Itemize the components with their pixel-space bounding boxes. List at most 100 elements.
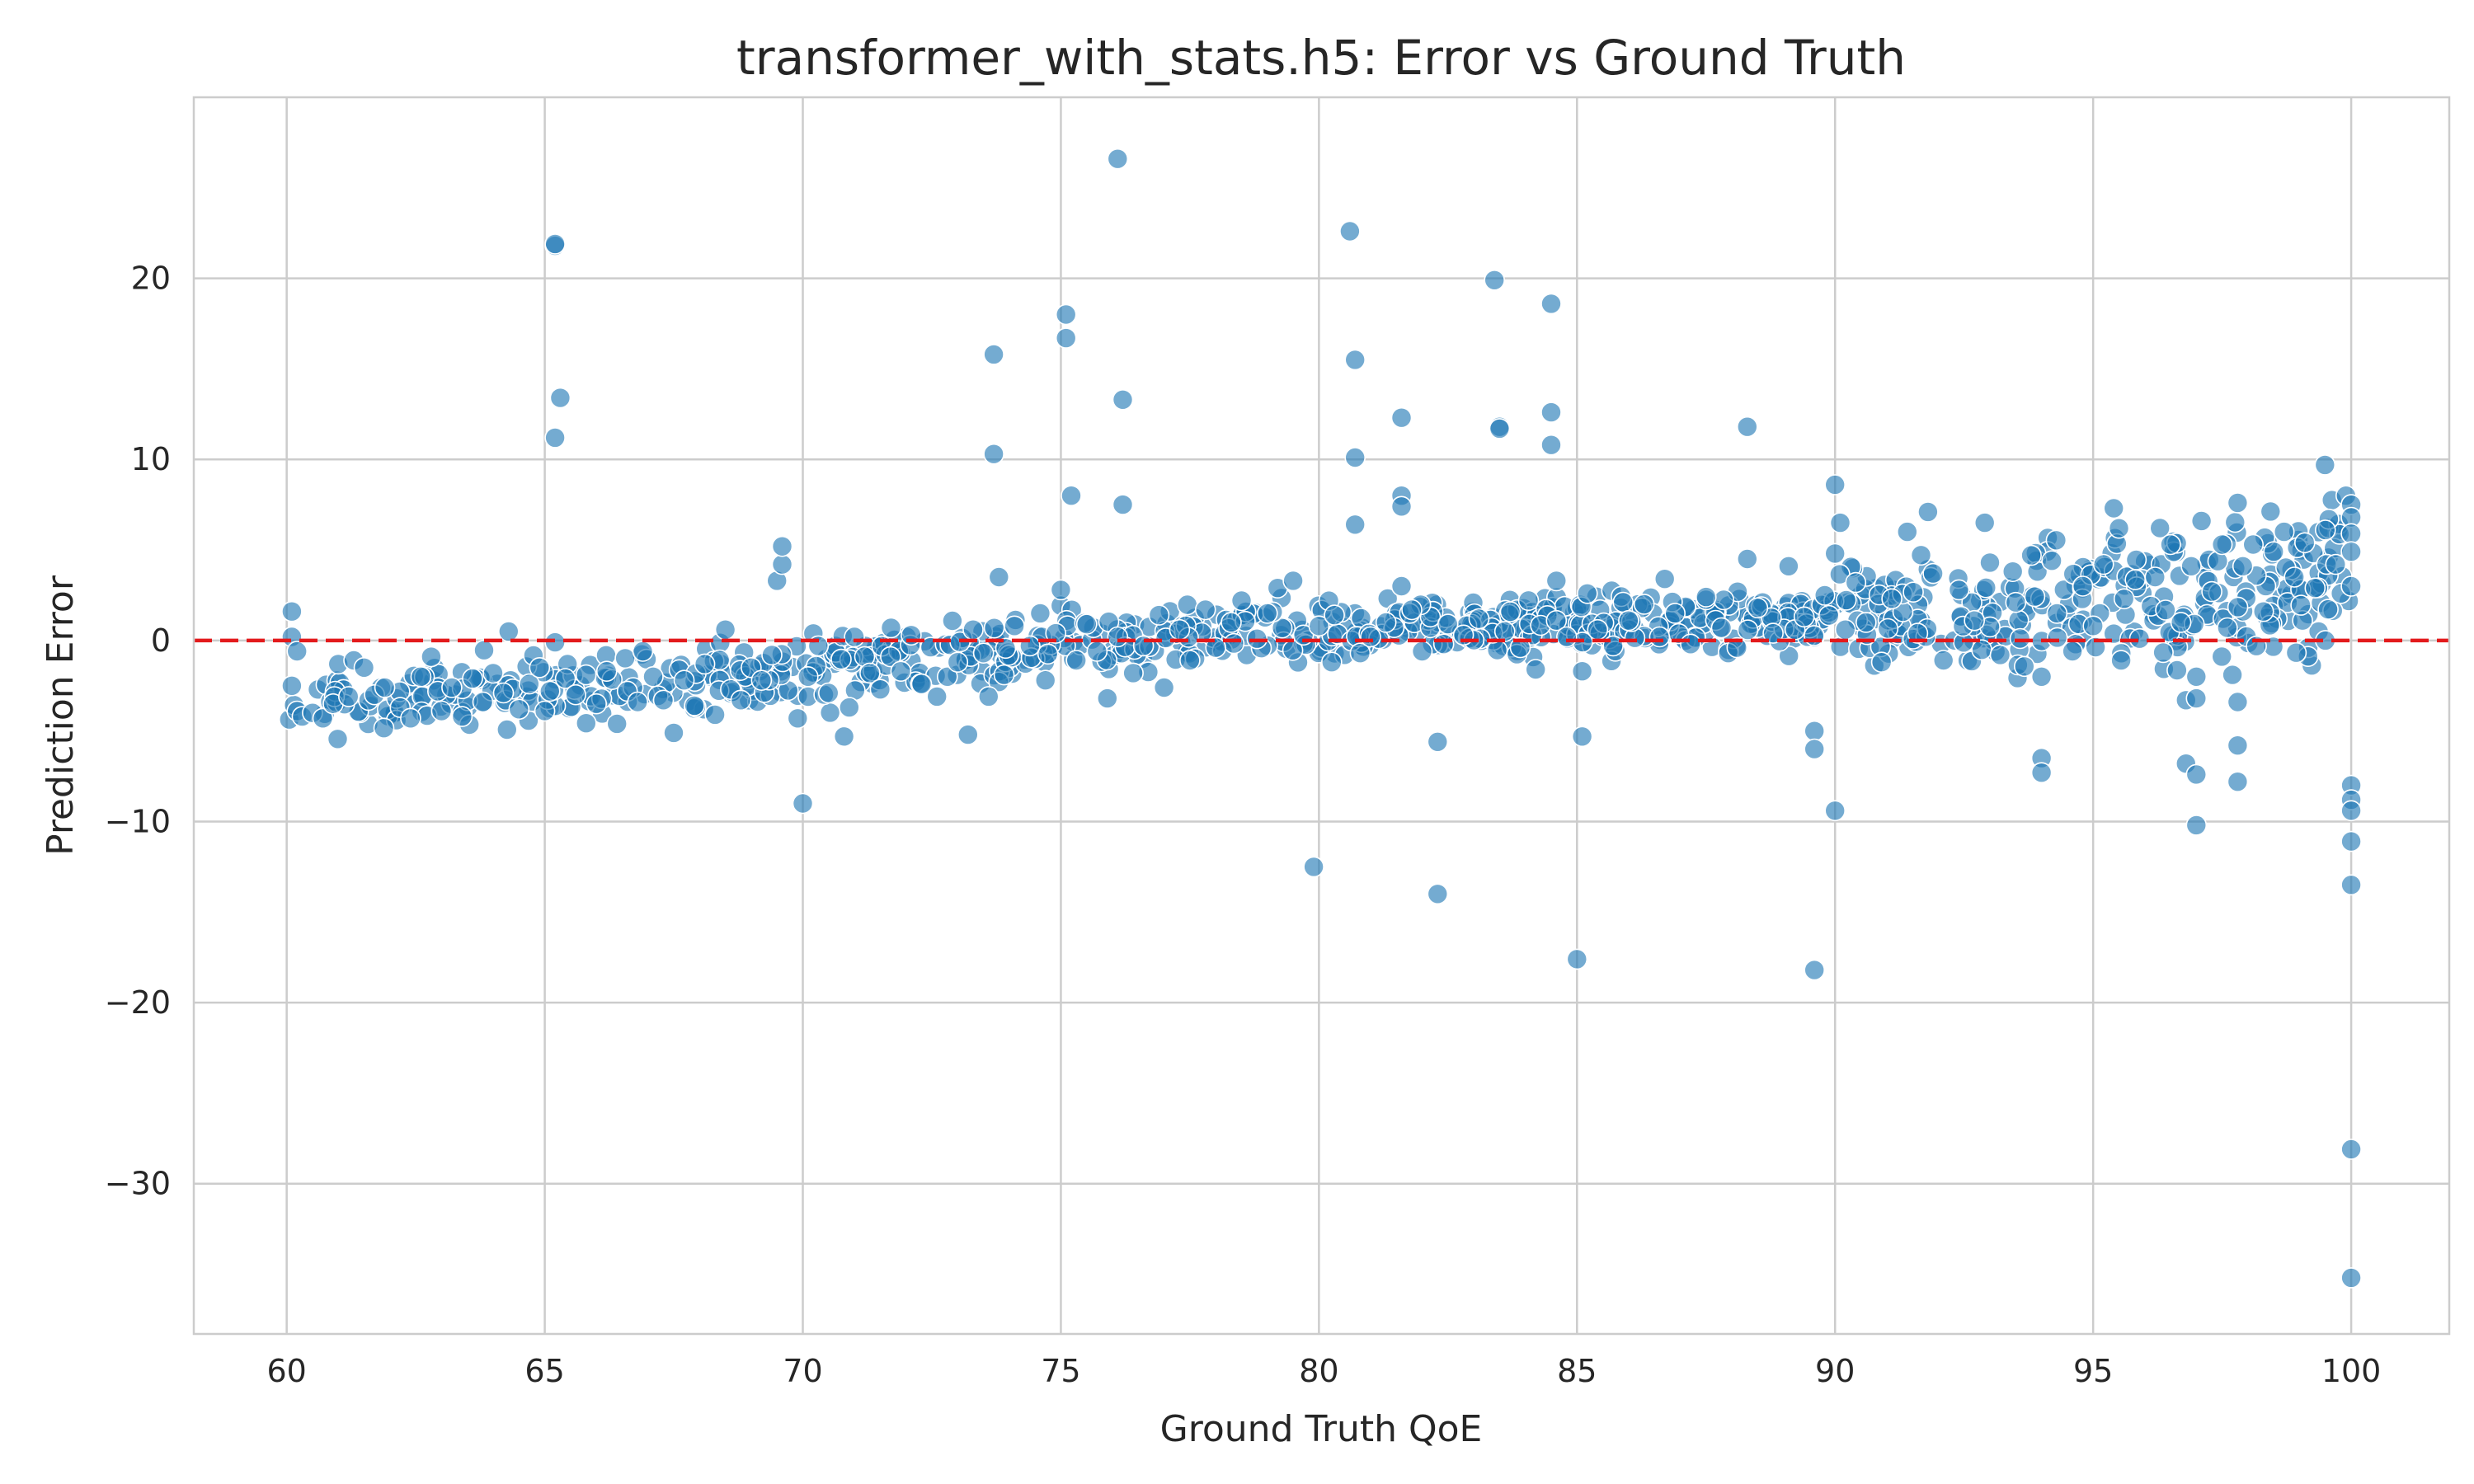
data-point (473, 639, 495, 661)
data-point (1818, 604, 1840, 627)
data-point (2340, 523, 2362, 545)
data-point (400, 707, 421, 730)
data-point (2045, 529, 2067, 552)
data-point (565, 683, 586, 706)
data-point (1835, 589, 1857, 611)
data-point (1525, 659, 1546, 680)
x-tick-label: 100 (2321, 1353, 2382, 1389)
y-tick-label: −10 (105, 803, 171, 839)
data-point (2263, 541, 2284, 563)
data-point (2211, 646, 2232, 668)
data-point (1375, 612, 1397, 633)
data-point (2149, 517, 2171, 539)
data-point (1360, 626, 1381, 648)
data-point (1499, 601, 1522, 622)
data-point (797, 665, 819, 688)
data-point (1194, 599, 1216, 621)
data-point (1979, 552, 2001, 574)
data-point (787, 707, 809, 730)
data-point (1205, 636, 1226, 659)
data-point (761, 644, 783, 666)
data-point (1540, 293, 1562, 315)
data-point (2072, 575, 2094, 597)
data-point (1778, 555, 1799, 577)
y-tick-labels: −30 −20 −10 0 10 20 (105, 261, 171, 1202)
data-point (2124, 569, 2146, 590)
data-point (750, 669, 773, 692)
x-tick-label: 70 (783, 1353, 822, 1389)
data-point (614, 647, 636, 669)
y-tick-label: 0 (151, 622, 171, 659)
data-point (663, 722, 684, 744)
data-point (1571, 660, 1593, 683)
data-point (2224, 511, 2246, 533)
data-point (1540, 402, 1562, 423)
data-point (684, 695, 705, 716)
data-point (2108, 517, 2130, 539)
x-tick-labels: 60 65 70 75 80 85 90 95 100 (266, 1353, 2381, 1389)
data-point (430, 700, 453, 722)
data-point (1055, 327, 1077, 349)
data-point (1489, 418, 1511, 439)
data-point (482, 662, 504, 684)
data-point (2020, 544, 2042, 566)
data-point (1401, 599, 1423, 621)
data-point (1824, 474, 1846, 495)
data-point (1618, 609, 1639, 632)
data-point (1973, 512, 1996, 533)
data-point (869, 679, 891, 701)
data-point (880, 617, 902, 639)
data-point (942, 610, 963, 632)
data-point (1804, 959, 1825, 981)
y-axis-label: Prediction Error (40, 575, 82, 856)
data-point (1303, 856, 1324, 878)
data-point (1881, 588, 1903, 610)
data-point (549, 387, 571, 409)
data-point (496, 719, 518, 740)
data-point (1029, 603, 1051, 624)
y-tick-label: −30 (105, 1166, 171, 1202)
data-point (2170, 612, 2192, 633)
y-tick-label: 10 (131, 441, 171, 477)
data-point (472, 691, 494, 713)
data-point (642, 665, 664, 688)
data-point (1566, 948, 1588, 970)
data-point (1390, 495, 1413, 518)
data-point (1050, 579, 1072, 601)
data-point (1577, 582, 1598, 604)
data-point (1037, 643, 1059, 665)
data-point (1813, 585, 1836, 606)
data-point (337, 686, 360, 707)
data-point (544, 427, 566, 448)
data-point (1829, 512, 1851, 533)
data-point (1223, 632, 1245, 655)
data-point (1339, 220, 1361, 242)
data-point (1545, 570, 1568, 592)
data-point (353, 656, 375, 679)
data-point (1633, 594, 1655, 615)
data-point (983, 617, 1005, 639)
data-point (1696, 586, 1717, 608)
data-point (890, 660, 912, 683)
data-point (926, 686, 948, 707)
data-point (2007, 609, 2030, 632)
data-point (2340, 874, 2362, 896)
data-point (2144, 566, 2166, 588)
data-point (1271, 617, 1293, 639)
data-point (1308, 615, 1330, 637)
data-point (1922, 562, 1944, 585)
x-tick-label: 80 (1299, 1353, 1338, 1389)
data-point (2227, 691, 2249, 713)
data-point (1932, 650, 1954, 671)
data-point (1903, 581, 1924, 603)
data-point (2340, 575, 2362, 597)
data-point (2005, 591, 2027, 613)
plot-frame (192, 96, 2451, 1336)
data-point (606, 713, 628, 735)
data-point (937, 665, 958, 688)
x-tick-label: 95 (2073, 1353, 2113, 1389)
data-point (1793, 606, 1815, 628)
data-point (1971, 639, 1992, 661)
data-point (312, 707, 334, 730)
